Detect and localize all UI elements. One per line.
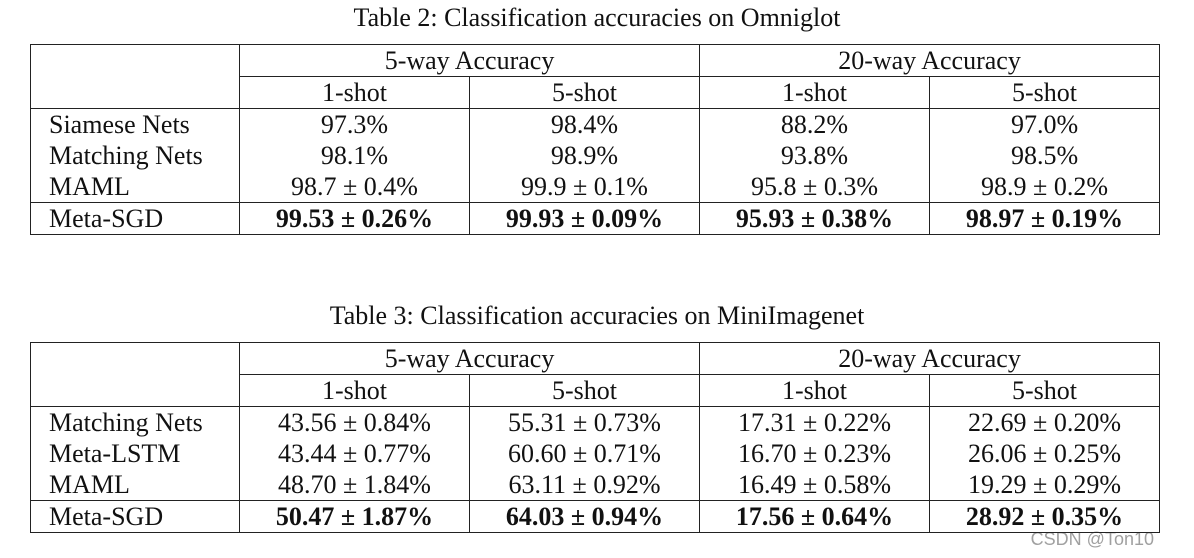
shot-header: 1-shot [239,76,470,109]
cell: 97.3% [239,108,470,140]
watermark: CSDN @Ton10 [1030,529,1154,549]
row-label: MAML [30,171,240,203]
corner-cell [30,44,240,109]
cell: 97.0% [929,108,1161,140]
header-row: 1-shot 5-shot 1-shot 5-shot [31,76,1161,109]
data-row: Meta-SGD 50.47 ± 1.87% 64.03 ± 0.94% 17.56 … [30,500,1161,533]
row-label: Matching Nets [30,140,240,171]
cell: 99.9 ± 0.1% [468,171,701,203]
cell: 16.49 ± 0.58% [699,469,931,501]
cell: 43.44 ± 0.77% [239,438,470,469]
table-caption: Table 2: Classification accuracies on Om… [353,3,841,32]
cell: 98.5% [929,140,1161,171]
cell: 98.7 ± 0.4% [239,171,470,203]
cell: 48.70 ± 1.84% [239,469,470,501]
shot-header: 5-shot [468,76,701,109]
row-label: Meta-SGD [30,500,240,533]
cell: 88.2% [699,108,931,140]
group-header: 20-way Accuracy [699,44,1161,77]
header-row: 5-way Accuracy 20-way Accuracy [30,342,1161,407]
group-header: 5-way Accuracy [238,342,701,375]
row-label: MAML [30,469,240,501]
cell: 60.60 ± 0.71% [468,438,701,469]
group-header: 5-way Accuracy [238,44,701,77]
cell: 50.47 ± 1.87% [239,500,470,533]
row-label: Matching Nets [30,406,240,438]
table-caption: Table 3: Classification accuracies on Mi… [329,301,865,330]
header-row: 1-shot 5-shot 1-shot 5-shot [31,374,1161,407]
cell: 95.8 ± 0.3% [699,171,931,203]
shot-header: 1-shot [239,374,470,407]
data-row: Meta-LSTM 43.44 ± 0.77% 60.60 ± 0.71% 16.70… [30,438,1161,469]
data-row: MAML 48.70 ± 1.84% 63.11 ± 0.92% 16.49 ± 0.… [30,469,1161,501]
cell: 43.56 ± 0.84% [239,406,470,438]
cell: 28.92 ± 0.35% [929,500,1161,533]
cell: 98.9% [468,140,701,171]
row-label: Meta-SGD [30,202,240,235]
group-header: 20-way Accuracy [699,342,1161,375]
shot-header: 1-shot [699,374,931,407]
header-row: 5-way Accuracy 20-way Accuracy [30,44,1161,109]
data-row: MAML 98.7 ± 0.4% 99.9 ± 0.1% 95.8 ± 0.3% 98.… [30,171,1161,203]
cell: 99.53 ± 0.26% [239,202,470,235]
cell: 63.11 ± 0.92% [468,469,701,501]
cell: 99.93 ± 0.09% [468,202,701,235]
cell: 19.29 ± 0.29% [929,469,1161,501]
cell: 22.69 ± 0.20% [929,406,1161,438]
shot-header: 5-shot [929,374,1161,407]
cell: 98.1% [239,140,470,171]
shot-header: 5-shot [929,76,1161,109]
data-row: Matching Nets 43.56 ± 0.84% 55.31 ± 0.73% 1… [30,406,1161,438]
shot-header: 1-shot [699,76,931,109]
row-label: Siamese Nets [30,108,240,140]
cell: 17.31 ± 0.22% [699,406,931,438]
cell: 55.31 ± 0.73% [468,406,701,438]
cell: 98.9 ± 0.2% [929,171,1161,203]
data-row: Meta-SGD 99.53 ± 0.26% 99.93 ± 0.09% 95.93 … [30,202,1161,235]
cell: 93.8% [699,140,931,171]
data-row: Matching Nets 98.1% 98.9% 93.8% 98.5% [30,140,1161,171]
cell: 98.4% [468,108,701,140]
cell: 26.06 ± 0.25% [929,438,1161,469]
row-label: Meta-LSTM [30,438,240,469]
cell: 17.56 ± 0.64% [699,500,931,533]
data-row: Siamese Nets 97.3% 98.4% 88.2% 97.0% [30,108,1161,140]
cell: 16.70 ± 0.23% [699,438,931,469]
cell: 95.93 ± 0.38% [699,202,931,235]
cell: 98.97 ± 0.19% [929,202,1161,235]
table: 5-way Accuracy 20-way Accuracy 1-shot 5-sho… [30,342,1161,533]
corner-cell [30,342,240,407]
shot-header: 5-shot [468,374,701,407]
table: 5-way Accuracy 20-way Accuracy 1-shot 5-sho… [30,44,1161,235]
cell: 64.03 ± 0.94% [468,500,701,533]
